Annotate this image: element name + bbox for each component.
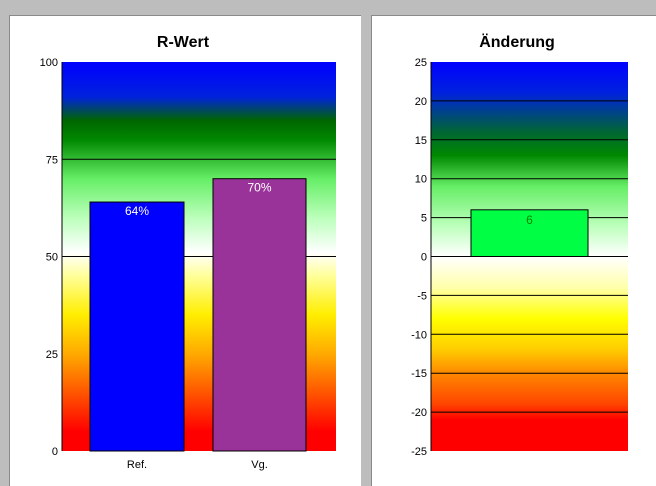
- right-bar: [470, 209, 589, 258]
- left-category-label: Vg.: [251, 459, 268, 471]
- right-bar-value-label: 6: [526, 213, 533, 227]
- right-y-tick-label: -10: [411, 329, 427, 341]
- left-y-tick-label: 100: [40, 57, 58, 69]
- right-y-tick-label: -15: [411, 368, 427, 380]
- right-y-tick-label: 25: [415, 57, 427, 69]
- right-y-tick-label: 15: [415, 135, 427, 147]
- left-bar: [212, 178, 307, 452]
- left-bar: [89, 201, 185, 452]
- r-wert-chart: R-Wert 64% 70% 0 25 50 75 100 Ref. Vg.: [40, 34, 336, 471]
- left-y-tick-label: 25: [46, 349, 58, 361]
- right-y-tick-label: -20: [411, 407, 427, 419]
- r-wert-title: R-Wert: [157, 34, 210, 51]
- aenderung-chart: Änderung 6 25 20 15 10 5 0 -5 -10 -15 -20 -25: [411, 33, 628, 458]
- right-y-tick-label: 10: [415, 174, 427, 186]
- aenderung-panel: Änderung 6 25 20 15 10 5 0 -5 -10 -15 -20 -25: [371, 15, 656, 486]
- aenderung-title: Änderung: [479, 33, 555, 51]
- right-y-tick-label: 20: [415, 96, 427, 108]
- right-y-tick-label: 5: [421, 213, 427, 225]
- right-y-tick-label: 0: [421, 252, 427, 264]
- left-y-tick-label: 0: [52, 446, 58, 458]
- left-bar-value-label: 70%: [247, 181, 271, 195]
- right-y-tick-label: -25: [411, 446, 427, 458]
- right-y-tick-label: -5: [417, 290, 427, 302]
- left-category-label: Ref.: [127, 459, 147, 471]
- left-bar-value-label: 64%: [125, 204, 149, 218]
- left-y-tick-label: 50: [46, 252, 58, 264]
- r-wert-panel: R-Wert 64% 70% 0 25 50 75 100 Ref. Vg.: [9, 15, 361, 486]
- left-y-tick-label: 75: [46, 154, 58, 166]
